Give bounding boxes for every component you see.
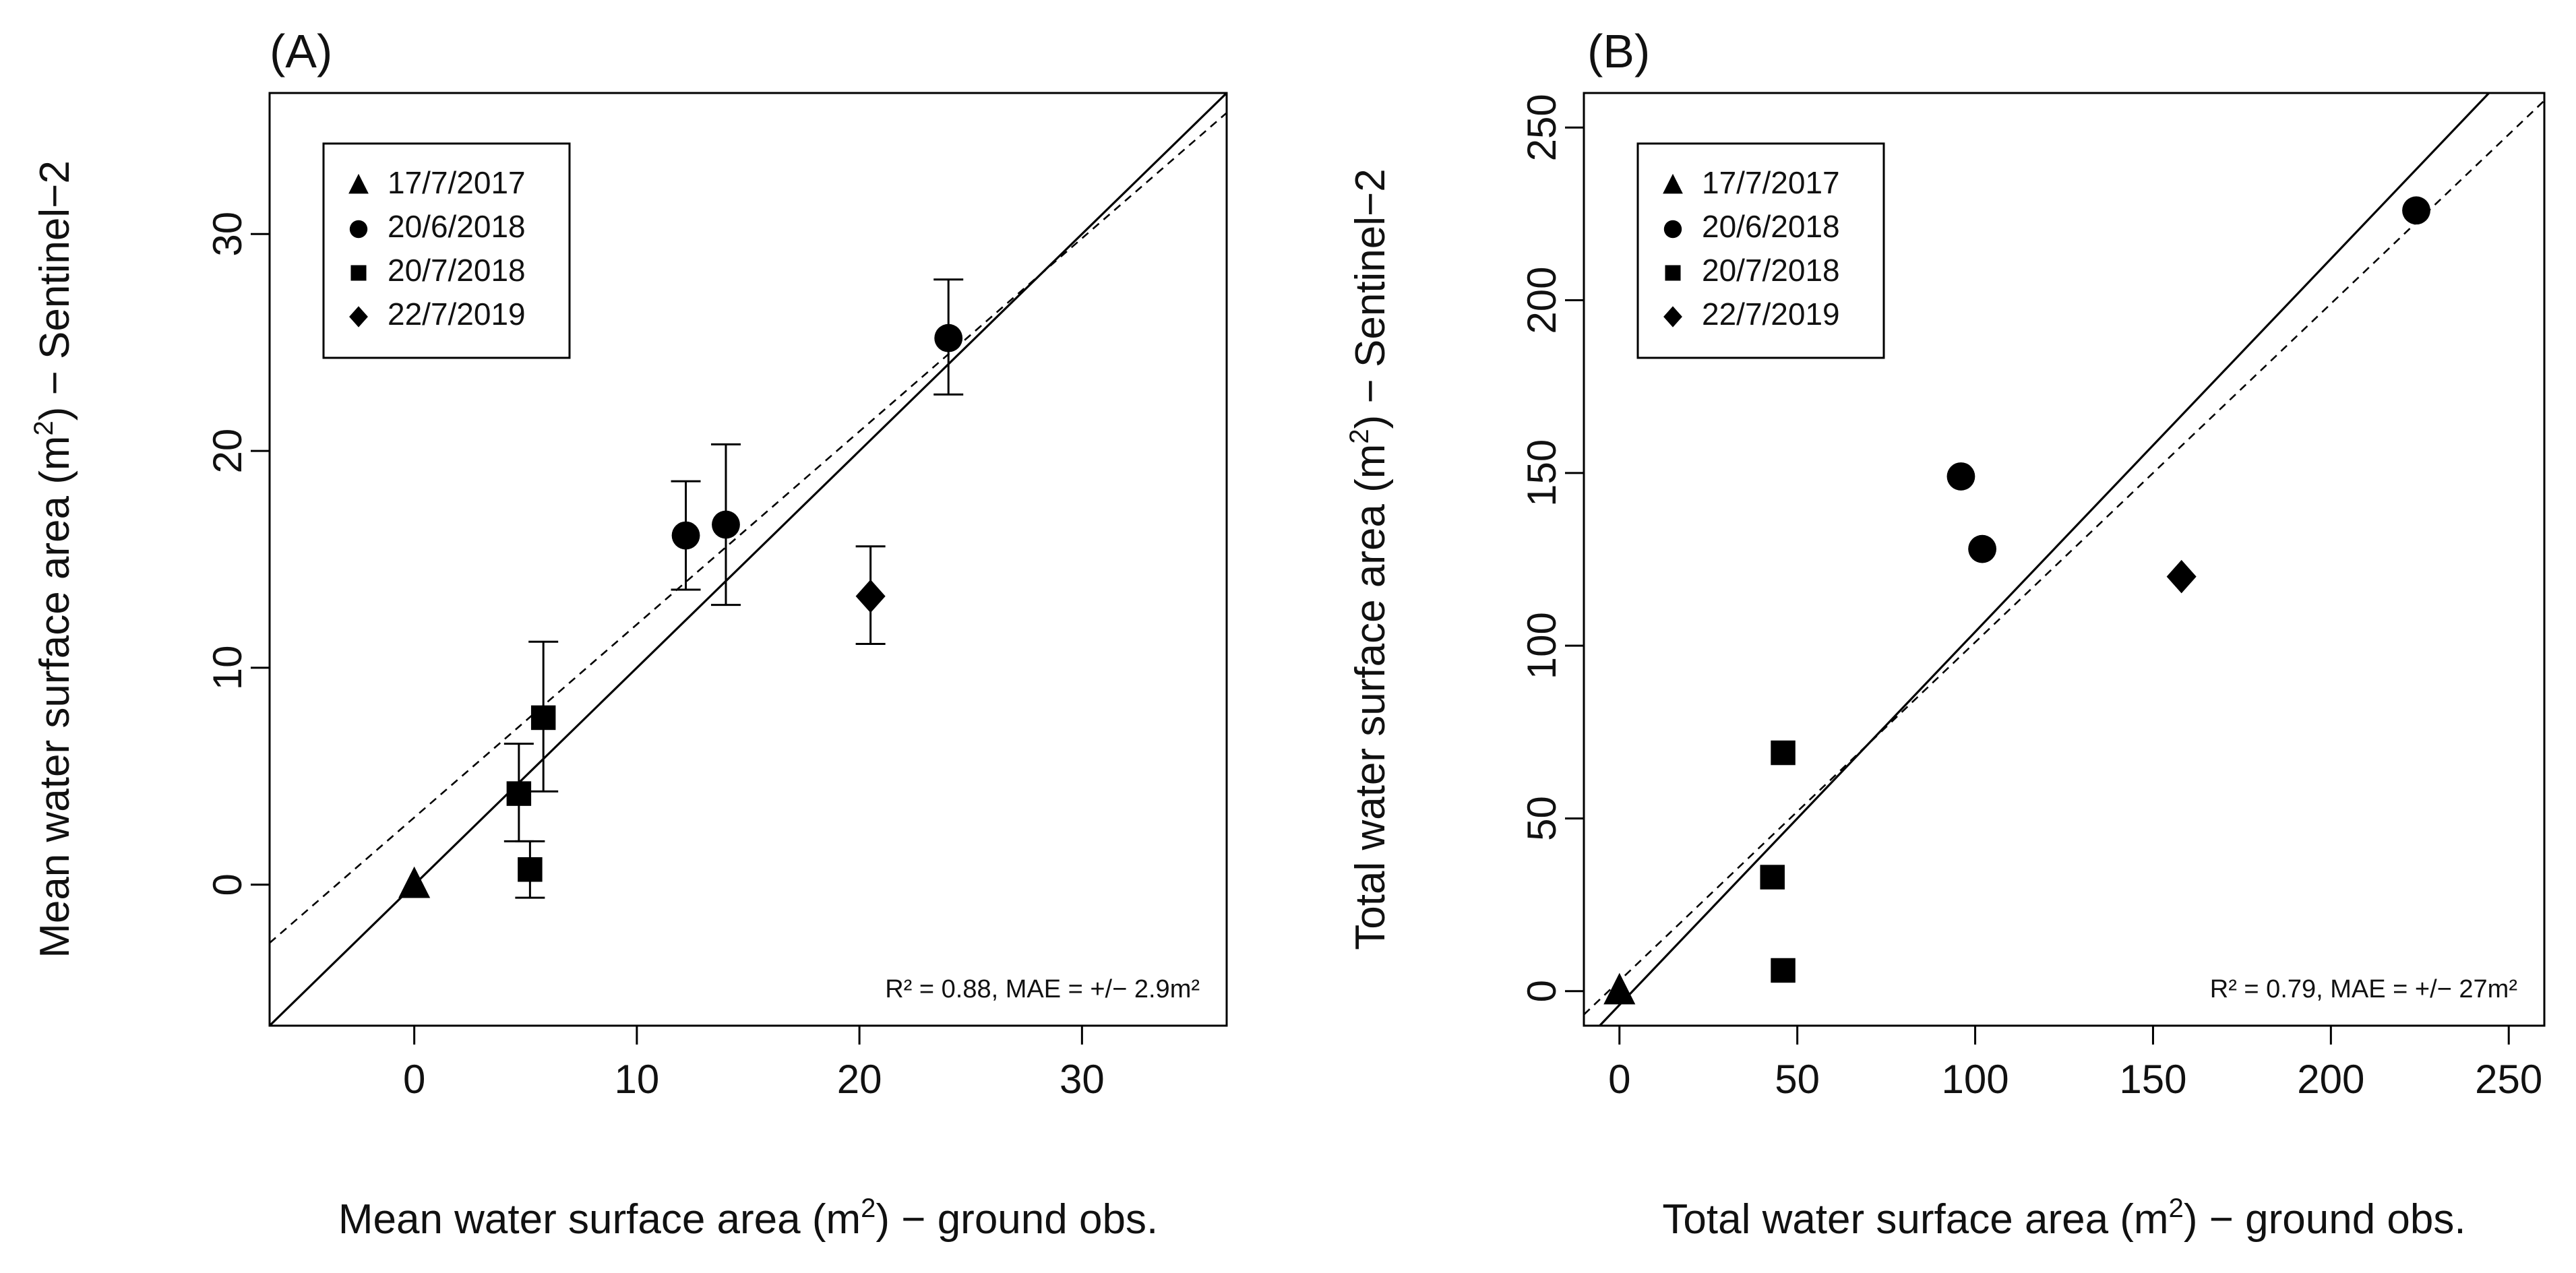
x-tick-label: 0 <box>1608 1057 1630 1102</box>
y-axis-label: Total water surface area (m2) − Sentinel… <box>1345 168 1394 950</box>
data-point-square <box>1771 740 1796 766</box>
x-axis-label-superscript: 2 <box>861 1193 876 1223</box>
legend-box <box>322 142 571 359</box>
data-point-triangle <box>1603 972 1636 1005</box>
x-axis-label-text: Total water surface area (m <box>1662 1196 2168 1243</box>
data-point-circle <box>1946 462 1975 491</box>
x-tick-label: 250 <box>2475 1057 2542 1102</box>
y-axis-label-text-end: ) − Sentinel−2 <box>32 160 78 421</box>
x-tick-label: 0 <box>403 1057 425 1102</box>
x-axis-label-superscript: 2 <box>2169 1193 2184 1223</box>
x-axis-label: Total water surface area (m2) − ground o… <box>1662 1193 2465 1243</box>
series-20-7-2018 <box>1760 740 1796 983</box>
data-point-square <box>1760 865 1785 890</box>
fit-statistics-annotation: R² = 0.88, MAE = +/− 2.9m² <box>885 975 1200 1003</box>
x-tick-label: 20 <box>837 1057 882 1102</box>
y-tick-label: 20 <box>205 429 250 474</box>
series-22-7-2019 <box>2166 559 2197 594</box>
fit-statistics-annotation: R² = 0.79, MAE = +/− 27m² <box>2210 975 2517 1003</box>
y-tick-label: 200 <box>1519 267 1564 334</box>
x-tick-label: 10 <box>615 1057 660 1102</box>
x-axis-label-text-end: ) − ground obs. <box>876 1196 1158 1243</box>
y-axis-label-text: Total water surface area (m <box>1347 444 1394 950</box>
plot-frame <box>1583 92 2546 1027</box>
data-point-circle <box>2402 196 2430 225</box>
data-point-circle <box>1968 534 1997 563</box>
legend-marker-circle <box>1663 220 1682 239</box>
y-tick-label: 250 <box>1519 94 1564 161</box>
data-point-circle <box>712 510 740 539</box>
legend-label: 22/7/2019 <box>388 297 526 332</box>
data-point-square <box>530 705 556 731</box>
panel-label: (B) <box>1587 25 1650 77</box>
x-tick-label: 100 <box>1942 1057 2009 1102</box>
legend-marker-circle <box>349 220 368 239</box>
one-to-one-line <box>1598 93 2491 1026</box>
fit-lines <box>270 93 1227 1026</box>
y-tick-label: 10 <box>205 646 250 691</box>
plot-frame <box>268 92 1228 1027</box>
data-point-square <box>506 781 532 806</box>
legend: 17/7/2017 20/6/2018 20/7/2018 22/7/2019 <box>1636 142 1885 359</box>
y-axis-label-superscript: 2 <box>1345 429 1374 443</box>
data-point-circle <box>934 323 963 352</box>
legend-label: 17/7/2017 <box>1702 165 1840 200</box>
series-17-7-2017 <box>1603 972 1636 1005</box>
legend-label: 17/7/2017 <box>388 165 526 200</box>
legend-marker-triangle <box>348 173 369 194</box>
x-axis-label-text: Mean water surface area (m <box>338 1196 861 1243</box>
x-tick-label: 200 <box>2297 1057 2364 1102</box>
y-axis-label-text: Mean water surface area (m <box>32 435 78 958</box>
legend-label: 20/6/2018 <box>1702 209 1840 244</box>
y-axis-label-superscript: 2 <box>29 421 59 435</box>
y-tick-label: 0 <box>205 873 250 896</box>
legend: 17/7/2017 20/6/2018 20/7/2018 22/7/2019 <box>322 142 571 359</box>
fit-lines <box>1584 93 2544 1026</box>
series-22-7-2019 <box>855 545 886 646</box>
chart-panel-b: (B) 0 50 100 150 200 250 0 50 100 150 200 250 Total w… <box>1345 25 2546 1243</box>
legend-marker-diamond <box>349 306 368 328</box>
regression-line <box>1584 100 2544 1016</box>
x-tick-label: 30 <box>1060 1057 1105 1102</box>
legend-marker-diamond <box>1663 306 1682 328</box>
legend-box <box>1636 142 1885 359</box>
x-axis-label-text-end: ) − ground obs. <box>2184 1196 2466 1243</box>
x-tick-label: 50 <box>1775 1057 1820 1102</box>
panel-label: (A) <box>270 25 332 77</box>
y-axis-label: Mean water surface area (m2) − Sentinel−… <box>29 160 78 958</box>
series-20-6-2018 <box>671 278 964 607</box>
y-tick-label: 100 <box>1519 612 1564 679</box>
data-point-square <box>518 857 543 882</box>
chart-panel-a: (A) 0 10 20 30 0 10 20 30 Mean water surface area… <box>29 25 1228 1243</box>
y-tick-label: 0 <box>1519 980 1564 1002</box>
data-point-square <box>1771 958 1796 983</box>
y-tick-label: 50 <box>1519 796 1564 841</box>
data-point-diamond <box>855 580 886 613</box>
series-20-6-2018 <box>1946 196 2430 563</box>
legend-marker-triangle <box>1663 173 1683 194</box>
series-17-7-2017 <box>398 866 431 898</box>
legend-label: 20/7/2018 <box>388 253 526 288</box>
data-point-circle <box>671 521 700 550</box>
data-point-triangle <box>398 866 431 898</box>
legend-label: 22/7/2019 <box>1702 297 1840 332</box>
y-tick-label: 150 <box>1519 439 1564 507</box>
legend-marker-square <box>350 265 367 281</box>
y-tick-label: 30 <box>205 212 250 257</box>
x-axis-label: Mean water surface area (m2) − ground ob… <box>338 1193 1158 1243</box>
series-20-7-2018 <box>503 640 559 899</box>
data-point-diamond <box>2166 559 2197 594</box>
one-to-one-line <box>270 93 1227 1026</box>
x-tick-label: 150 <box>2119 1057 2186 1102</box>
legend-label: 20/7/2018 <box>1702 253 1840 288</box>
legend-label: 20/6/2018 <box>388 209 526 244</box>
legend-marker-square <box>1665 265 1681 281</box>
y-axis-label-text-end: ) − Sentinel−2 <box>1347 168 1394 429</box>
